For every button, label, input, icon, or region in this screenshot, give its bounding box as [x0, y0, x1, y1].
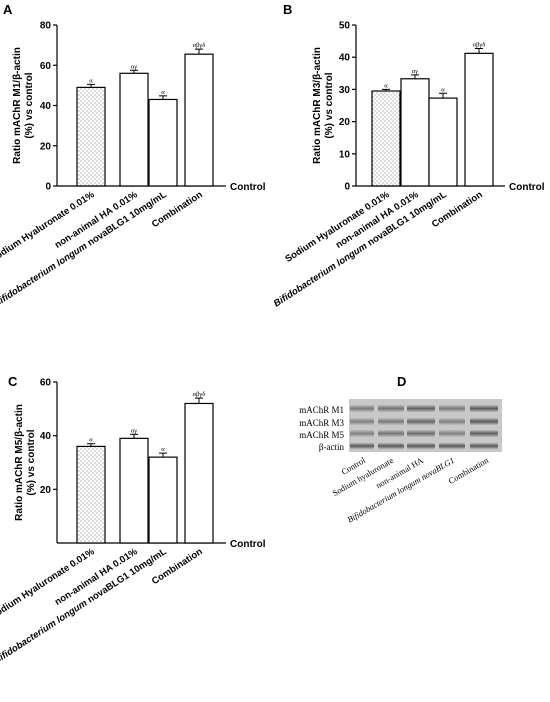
blot-row-label: β-actin — [319, 442, 345, 452]
y-tick-label: 30 — [339, 85, 351, 96]
y-tick-label: 20 — [40, 141, 52, 152]
blot-band — [439, 417, 465, 426]
y-tick-label: 20 — [40, 485, 52, 496]
significance-label: α — [89, 77, 93, 84]
y-tick-label: 0 — [344, 182, 350, 193]
blot-row-label: mAChR M3 — [299, 418, 344, 428]
y-axis-label: Ratio mAChR M5/β-actin(%) vs control — [14, 404, 37, 521]
bar — [148, 98, 178, 187]
significance-label: αβγδ — [193, 42, 206, 49]
blot-band — [378, 429, 404, 438]
significance-label: αβγδ — [193, 391, 206, 398]
blot-band — [378, 417, 404, 426]
blot-band — [470, 442, 498, 450]
blot-band — [407, 417, 435, 426]
bar — [148, 456, 178, 544]
blot-band — [407, 442, 435, 450]
bar — [184, 402, 214, 544]
bar — [400, 78, 430, 187]
panel-letter: A — [3, 2, 13, 17]
y-tick-label: 40 — [339, 53, 351, 64]
blot-band — [470, 417, 498, 426]
chart-panel-c: C 20 40 60 Ratio mAChR M5/β-actin(%) vs cont… — [0, 374, 266, 666]
baseline-label: Control — [230, 182, 266, 193]
baseline-label: Control — [230, 539, 266, 550]
blot-panel-d: D mAChR M1 mAChR M3 mAChR M5 β-actin Con… — [299, 374, 502, 525]
y-axis-label: Ratio mAChR M3/β-actin(%) vs control — [312, 47, 335, 164]
bar — [184, 53, 214, 187]
blot-band — [378, 442, 404, 450]
y-tick-label: 60 — [40, 378, 52, 389]
y-tick-label: 40 — [40, 101, 52, 112]
blot-band — [378, 404, 404, 413]
bar — [76, 86, 106, 187]
significance-label: αγ — [412, 68, 418, 75]
baseline-label: Control — [509, 182, 545, 193]
blot-band — [350, 429, 374, 438]
category-label: Bifidobacterium longum novaBLG1 10mg/mL — [0, 546, 169, 666]
category-label: Bifidobacterium longum novaBLG1 10mg/mL — [0, 189, 169, 309]
panel-letter-d: D — [397, 374, 406, 389]
blot-bands — [350, 404, 498, 450]
y-tick-label: 0 — [45, 182, 51, 193]
panel-letter: C — [8, 374, 18, 389]
significance-label: α — [384, 82, 388, 89]
y-tick-label: 60 — [40, 61, 52, 72]
significance-label: α — [161, 89, 165, 96]
bar — [371, 90, 401, 187]
y-tick-label: 80 — [40, 21, 52, 32]
significance-label: α — [161, 446, 165, 453]
blot-row-label: mAChR M5 — [299, 430, 344, 440]
bar — [119, 72, 149, 187]
y-tick-label: 50 — [339, 21, 351, 32]
blot-band — [350, 404, 374, 413]
blot-band — [350, 442, 374, 450]
bar — [119, 437, 149, 544]
bar — [464, 52, 494, 187]
bar — [428, 97, 458, 187]
blot-band — [350, 417, 374, 426]
significance-label: αγ — [131, 63, 137, 70]
y-tick-label: 10 — [339, 149, 351, 160]
blot-band — [470, 404, 498, 413]
blot-band — [439, 404, 465, 413]
significance-label: α — [89, 437, 93, 444]
y-tick-label: 20 — [339, 117, 351, 128]
panel-letter: B — [283, 2, 292, 17]
blot-band — [439, 442, 465, 450]
y-axis-label: Ratio mAChR M1/β-actin(%) vs control — [12, 47, 35, 164]
significance-label: αγ — [131, 427, 137, 434]
chart-panel-a: A 0 20 40 60 80 Ratio mAChR M1/β-actin(%) vs c… — [0, 2, 266, 309]
y-tick-label: 40 — [40, 431, 52, 442]
chart-panel-b: B 0 10 20 30 40 50 Ratio mAChR M3/β-actin(%) vs… — [272, 2, 545, 309]
blot-band — [407, 404, 435, 413]
bar — [76, 445, 106, 544]
blot-band — [470, 429, 498, 438]
blot-band — [407, 429, 435, 438]
blot-row-label: mAChR M1 — [299, 405, 344, 415]
significance-label: α — [441, 86, 445, 93]
blot-band — [439, 429, 465, 438]
significance-label: αβγδ — [473, 42, 486, 49]
